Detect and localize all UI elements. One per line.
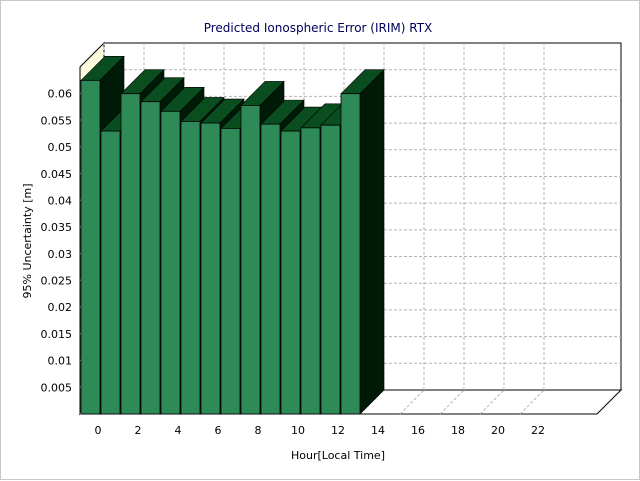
bar-front	[80, 79, 101, 415]
bar-front	[240, 105, 261, 415]
x-tick-label: 18	[451, 424, 465, 437]
y-axis-ticks: 0.005 0.01 0.015 0.02 0.025 0.03 0.035 0.04 0.04…	[41, 88, 73, 395]
y-tick-label: 0.02	[48, 301, 73, 314]
x-tick-label: 20	[491, 424, 505, 437]
y-axis-label: 95% Uncertainty [m]	[21, 183, 34, 298]
bar-front	[280, 130, 301, 415]
chart-title: Predicted Ionospheric Error (IRIM) RTX	[204, 21, 433, 35]
y-tick-label: 0.03	[48, 248, 73, 261]
x-tick-label: 0	[95, 424, 102, 437]
bar-front	[140, 101, 161, 415]
bar-front	[220, 127, 241, 415]
y-tick-label: 0.04	[48, 194, 73, 207]
bar-front	[120, 93, 141, 415]
y-tick-label: 0.015	[41, 328, 73, 341]
x-tick-label: 10	[291, 424, 305, 437]
y-tick-label: 0.01	[48, 355, 73, 368]
bar-series	[80, 55, 385, 415]
x-axis-label: Hour[Local Time]	[291, 449, 385, 462]
y-tick-label: 0.05	[48, 141, 73, 154]
y-tick-label: 0.005	[41, 381, 73, 394]
gridline-floor	[519, 389, 545, 415]
x-tick-label: 4	[175, 424, 182, 437]
y-tick-label: 0.045	[41, 168, 73, 181]
x-tick-label: 6	[215, 424, 222, 437]
bar-front	[100, 130, 121, 415]
bar-front	[260, 123, 281, 415]
x-tick-label: 8	[255, 424, 262, 437]
y-tick-label: 0.06	[48, 88, 73, 101]
x-tick-label: 14	[371, 424, 385, 437]
bar-side	[359, 68, 385, 415]
bar-front	[180, 121, 201, 415]
x-tick-label: 12	[331, 424, 345, 437]
bar-front	[320, 124, 341, 415]
x-tick-label: 16	[411, 424, 425, 437]
x-axis-ticks: 0 2 4 6 8 10 12 14 16 18 20 22	[95, 424, 546, 437]
gridline-floor	[439, 389, 465, 415]
gridline-floor	[399, 389, 425, 415]
bar-front	[340, 93, 361, 415]
gridline-floor	[479, 389, 505, 415]
y-tick-label: 0.025	[41, 275, 73, 288]
bar	[340, 68, 385, 415]
x-tick-label: 22	[531, 424, 545, 437]
x-tick-label: 2	[135, 424, 142, 437]
y-tick-label: 0.055	[41, 114, 73, 127]
bar-front	[300, 127, 321, 415]
y-tick-label: 0.035	[41, 221, 73, 234]
bar-front	[160, 110, 181, 415]
bar-front	[200, 122, 221, 415]
